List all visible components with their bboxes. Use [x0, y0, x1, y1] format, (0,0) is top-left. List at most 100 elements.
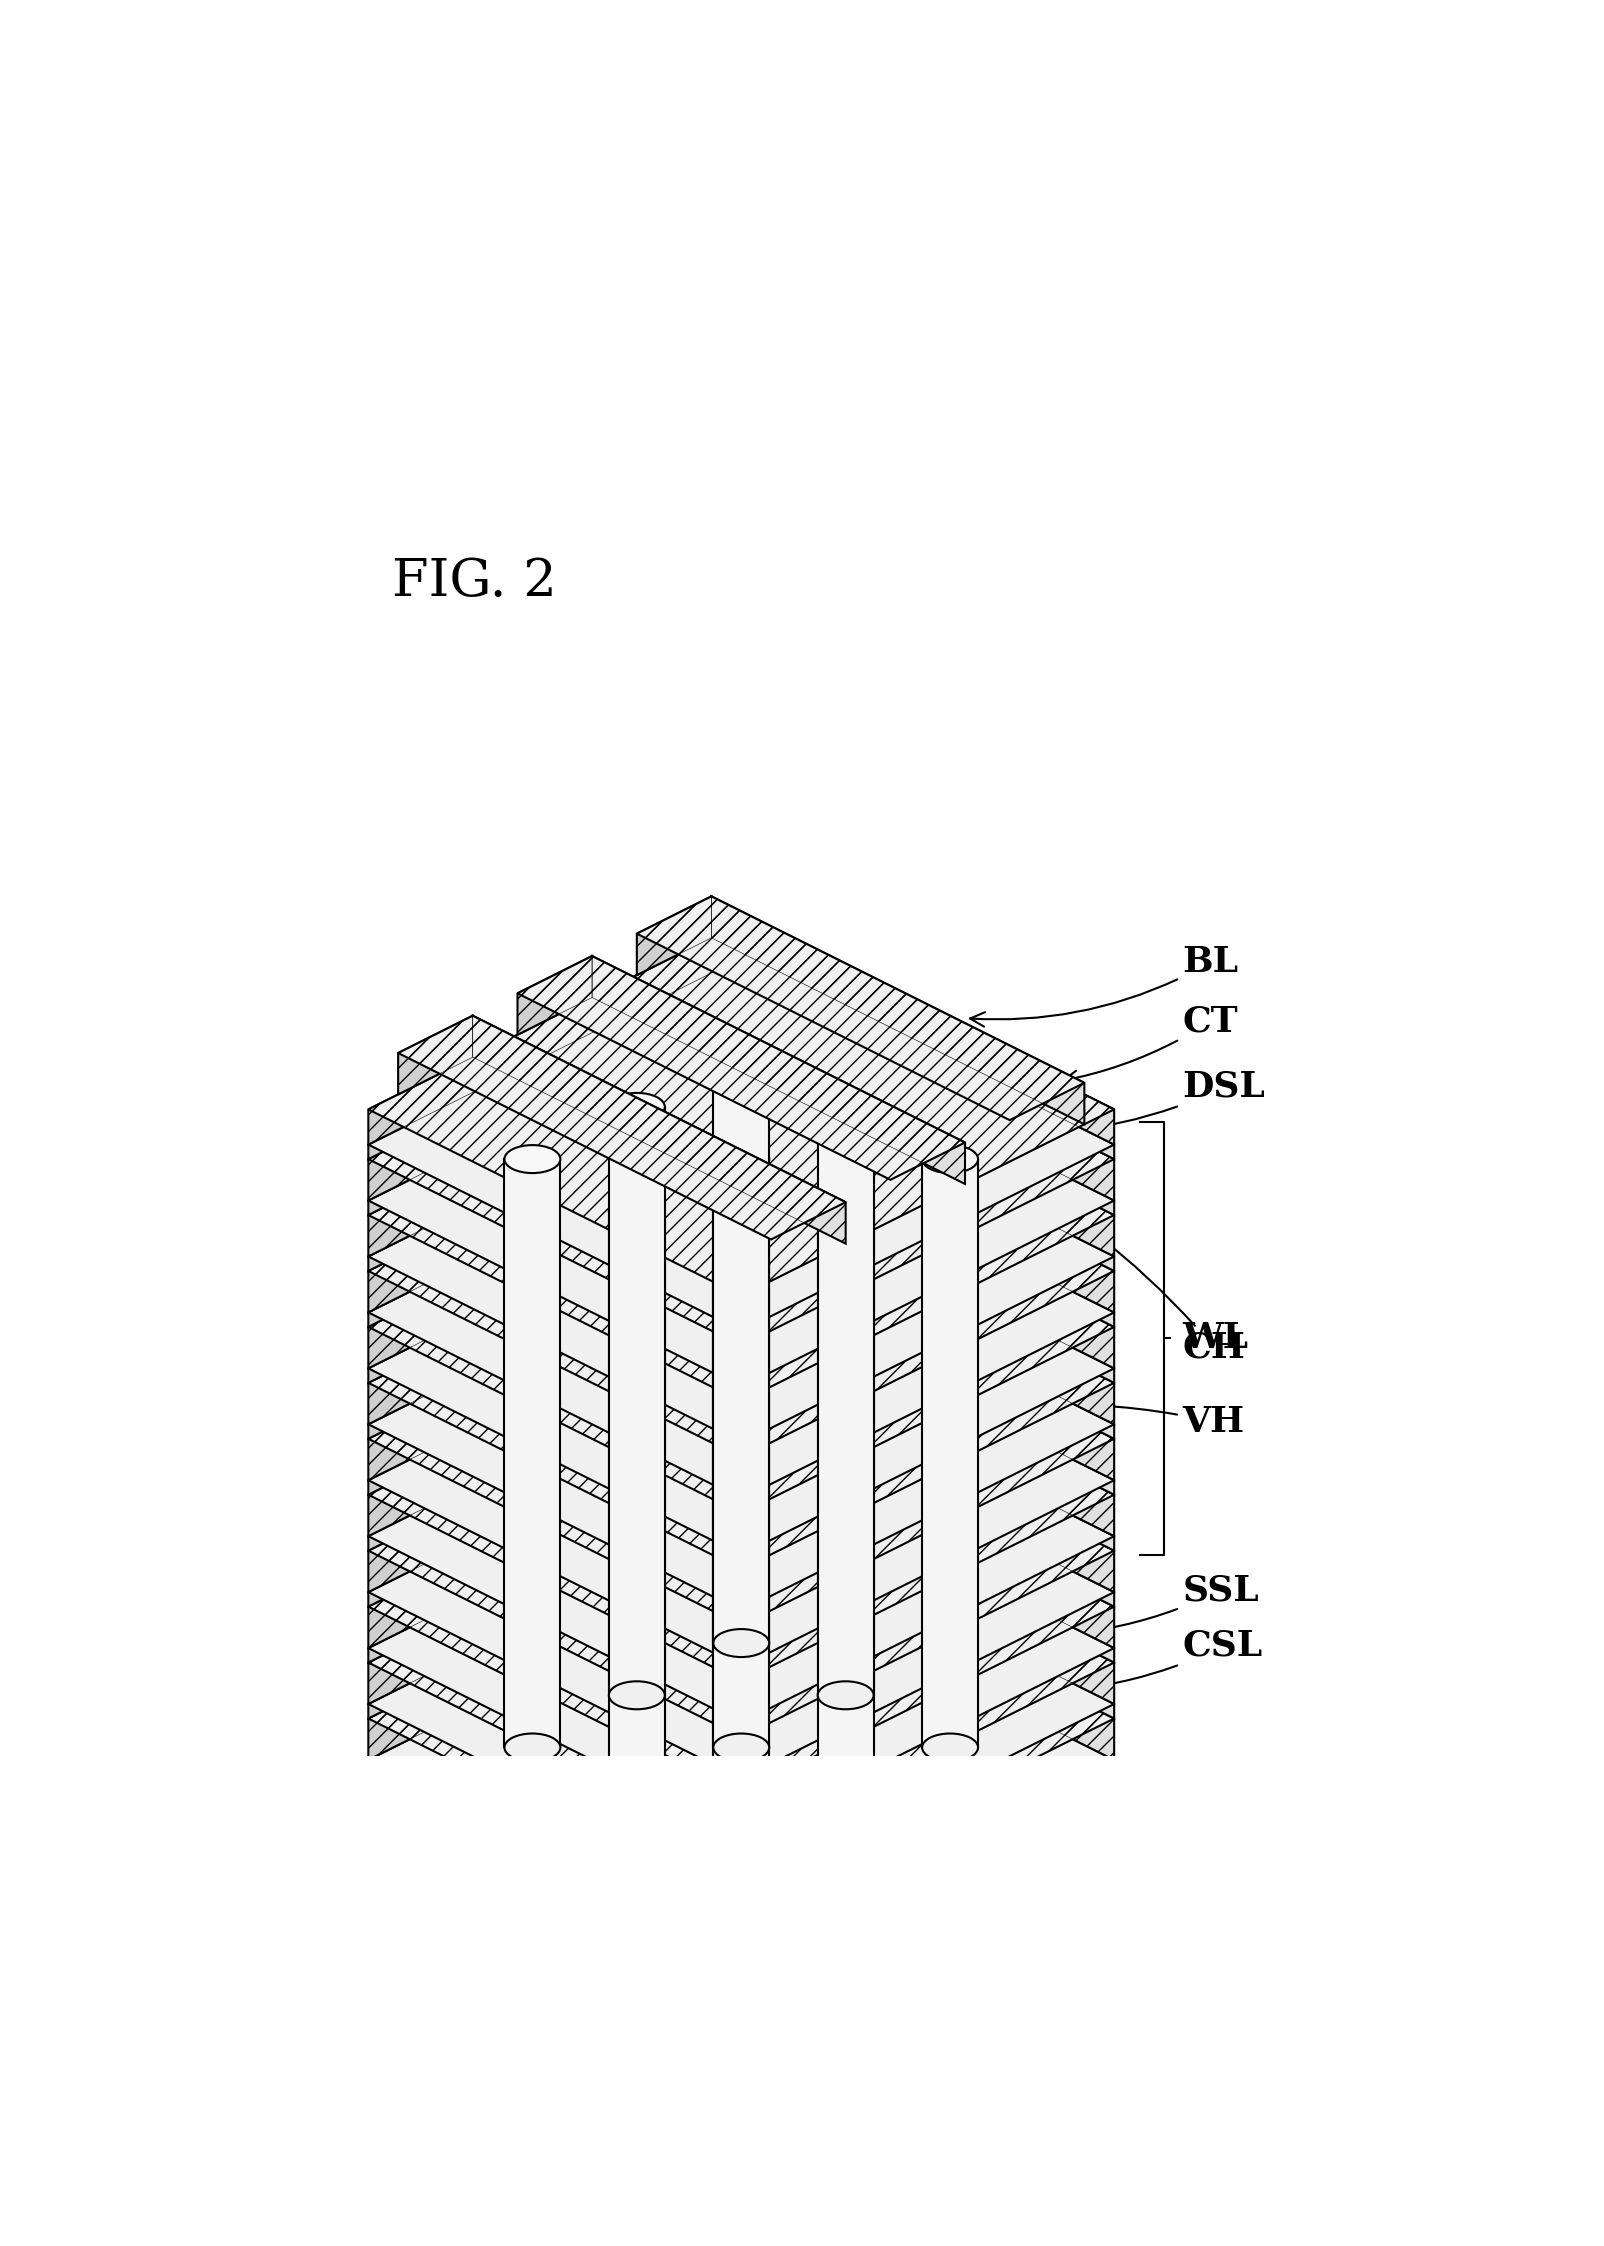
Polygon shape	[369, 973, 1115, 1345]
Polygon shape	[369, 1069, 741, 1271]
Text: DSL: DSL	[1063, 1069, 1266, 1136]
Polygon shape	[398, 1015, 845, 1240]
Ellipse shape	[610, 1197, 664, 1226]
Ellipse shape	[610, 1682, 664, 1709]
Polygon shape	[369, 1363, 1115, 1736]
Polygon shape	[741, 1085, 1115, 1312]
Polygon shape	[369, 1476, 741, 1705]
Polygon shape	[741, 1419, 1115, 1649]
Ellipse shape	[818, 1197, 874, 1226]
Polygon shape	[741, 923, 1115, 1145]
Polygon shape	[369, 1013, 741, 1215]
Polygon shape	[369, 1350, 1115, 1723]
Polygon shape	[369, 1476, 1115, 1848]
Polygon shape	[369, 1253, 1115, 1626]
Polygon shape	[369, 1029, 1115, 1402]
Polygon shape	[741, 1181, 1115, 1384]
Polygon shape	[369, 1307, 741, 1536]
Polygon shape	[741, 1462, 1115, 1662]
Polygon shape	[369, 1294, 741, 1496]
Polygon shape	[637, 896, 1084, 1121]
Polygon shape	[610, 1211, 664, 1799]
Polygon shape	[369, 1419, 1115, 1792]
Ellipse shape	[714, 1628, 770, 1658]
Polygon shape	[369, 923, 1115, 1296]
Polygon shape	[741, 1069, 1115, 1271]
Polygon shape	[369, 1574, 1115, 1947]
Polygon shape	[741, 1350, 1115, 1550]
Ellipse shape	[818, 1094, 874, 1121]
Polygon shape	[369, 959, 741, 1159]
Polygon shape	[741, 1238, 1115, 1440]
Ellipse shape	[922, 1734, 978, 1761]
Polygon shape	[369, 1406, 741, 1606]
Text: CT: CT	[1063, 1004, 1238, 1085]
Polygon shape	[369, 1294, 1115, 1667]
Polygon shape	[741, 1532, 1115, 1761]
Polygon shape	[741, 1013, 1115, 1215]
Polygon shape	[369, 1406, 1115, 1779]
Polygon shape	[369, 1518, 1115, 1891]
Polygon shape	[369, 923, 741, 1145]
Polygon shape	[741, 1406, 1115, 1606]
Polygon shape	[369, 1238, 1115, 1610]
Polygon shape	[518, 957, 966, 1179]
Polygon shape	[637, 896, 712, 975]
Polygon shape	[369, 1462, 1115, 1835]
Polygon shape	[741, 1253, 1115, 1480]
Polygon shape	[369, 1125, 1115, 1498]
Polygon shape	[741, 973, 1115, 1202]
Polygon shape	[369, 1069, 1115, 1442]
Polygon shape	[369, 1013, 1115, 1388]
Polygon shape	[369, 1307, 1115, 1682]
Polygon shape	[741, 1518, 1115, 1718]
Ellipse shape	[714, 1145, 770, 1172]
Polygon shape	[369, 1197, 741, 1424]
Polygon shape	[741, 1141, 1115, 1368]
Polygon shape	[369, 1350, 741, 1550]
Polygon shape	[369, 1085, 741, 1312]
Text: BL: BL	[970, 946, 1238, 1026]
Polygon shape	[369, 1518, 741, 1718]
Polygon shape	[504, 1159, 560, 1747]
Ellipse shape	[714, 1249, 770, 1278]
Ellipse shape	[610, 1094, 664, 1121]
Polygon shape	[518, 957, 592, 1035]
Polygon shape	[369, 1141, 741, 1368]
Ellipse shape	[818, 1682, 874, 1709]
Polygon shape	[610, 1107, 664, 1696]
Ellipse shape	[504, 1734, 560, 1761]
Polygon shape	[714, 1159, 770, 1747]
Polygon shape	[369, 1363, 741, 1592]
Polygon shape	[369, 1029, 741, 1256]
Polygon shape	[398, 1015, 473, 1094]
Polygon shape	[592, 957, 966, 1184]
Polygon shape	[369, 1181, 1115, 1554]
Polygon shape	[369, 1532, 741, 1761]
Polygon shape	[369, 973, 741, 1202]
Polygon shape	[714, 1056, 770, 1644]
Polygon shape	[369, 959, 1115, 1332]
Polygon shape	[369, 1181, 741, 1384]
Polygon shape	[369, 1238, 741, 1440]
Polygon shape	[369, 1462, 741, 1662]
Polygon shape	[741, 1363, 1115, 1592]
Ellipse shape	[714, 1040, 770, 1069]
Text: FIG. 2: FIG. 2	[391, 555, 557, 606]
Polygon shape	[741, 1476, 1115, 1705]
Polygon shape	[369, 1253, 741, 1480]
Polygon shape	[741, 1029, 1115, 1256]
Polygon shape	[369, 1574, 741, 1817]
Polygon shape	[922, 1159, 978, 1747]
Polygon shape	[741, 1294, 1115, 1496]
Text: CSL: CSL	[1063, 1628, 1262, 1696]
Polygon shape	[741, 1574, 1115, 1817]
Text: VH: VH	[865, 1404, 1245, 1442]
Polygon shape	[369, 1419, 741, 1649]
Polygon shape	[369, 1125, 741, 1327]
Ellipse shape	[714, 1734, 770, 1761]
Ellipse shape	[714, 1837, 770, 1866]
Ellipse shape	[818, 1786, 874, 1815]
Ellipse shape	[504, 1145, 560, 1172]
Polygon shape	[818, 1107, 874, 1696]
